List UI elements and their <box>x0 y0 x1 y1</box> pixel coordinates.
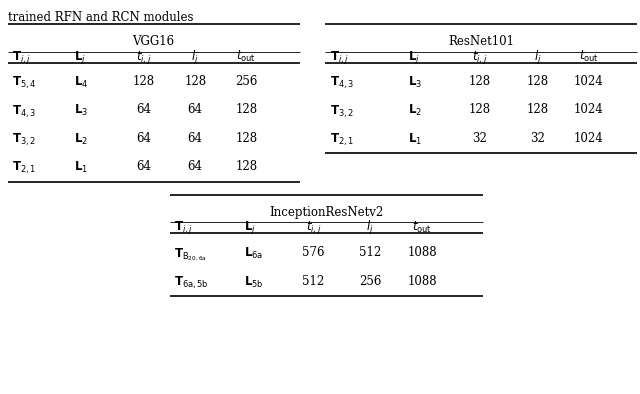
Text: 32: 32 <box>472 132 488 145</box>
Text: $\mathbf{T}_{\mathrm{B_{20,6a}}}$: $\mathbf{T}_{\mathrm{B_{20,6a}}}$ <box>174 246 207 263</box>
Text: $t_\mathrm{out}$: $t_\mathrm{out}$ <box>236 49 257 64</box>
Text: $l_j$: $l_j$ <box>366 219 374 238</box>
Text: 512: 512 <box>359 246 381 259</box>
Text: $\mathbf{L}_2$: $\mathbf{L}_2$ <box>74 132 88 147</box>
Text: 64: 64 <box>188 132 203 145</box>
Text: $\mathbf{T}_{4,3}$: $\mathbf{T}_{4,3}$ <box>330 75 354 91</box>
Text: 128: 128 <box>469 103 491 116</box>
Text: $\mathbf{T}_{4,3}$: $\mathbf{T}_{4,3}$ <box>12 103 36 120</box>
Text: $\mathbf{L}_1$: $\mathbf{L}_1$ <box>74 160 88 175</box>
Text: 1088: 1088 <box>408 275 437 288</box>
Text: 128: 128 <box>236 160 257 173</box>
Text: 1024: 1024 <box>574 103 604 116</box>
Text: $\mathbf{L}_4$: $\mathbf{L}_4$ <box>74 75 88 90</box>
Text: $\mathbf{T}_{i,j}$: $\mathbf{T}_{i,j}$ <box>330 49 349 66</box>
Text: $\mathbf{L}_j$: $\mathbf{L}_j$ <box>74 49 86 66</box>
Text: 64: 64 <box>188 160 203 173</box>
Text: 576: 576 <box>302 246 325 259</box>
Text: $\mathbf{L}_{\mathrm{5b}}$: $\mathbf{L}_{\mathrm{5b}}$ <box>244 275 264 290</box>
Text: $\mathbf{L}_3$: $\mathbf{L}_3$ <box>74 103 88 118</box>
Text: $\mathbf{L}_3$: $\mathbf{L}_3$ <box>408 75 422 90</box>
Text: $\mathbf{L}_j$: $\mathbf{L}_j$ <box>244 219 257 236</box>
Text: 1088: 1088 <box>408 246 437 259</box>
Text: $\mathbf{L}_j$: $\mathbf{L}_j$ <box>408 49 420 66</box>
Text: 1024: 1024 <box>574 75 604 88</box>
Text: 128: 128 <box>133 75 155 88</box>
Text: $l_j$: $l_j$ <box>534 49 541 67</box>
Text: 128: 128 <box>527 103 548 116</box>
Text: InceptionResNetv2: InceptionResNetv2 <box>269 206 383 219</box>
Text: $\mathbf{T}_{2,1}$: $\mathbf{T}_{2,1}$ <box>12 160 36 177</box>
Text: 64: 64 <box>188 103 203 116</box>
Text: 64: 64 <box>136 160 152 173</box>
Text: 128: 128 <box>236 103 257 116</box>
Text: 128: 128 <box>236 132 257 145</box>
Text: 128: 128 <box>184 75 206 88</box>
Text: 32: 32 <box>530 132 545 145</box>
Text: $t_{i,j}$: $t_{i,j}$ <box>136 49 152 66</box>
Text: 128: 128 <box>527 75 548 88</box>
Text: 512: 512 <box>303 275 324 288</box>
Text: $\mathbf{T}_{i,j}$: $\mathbf{T}_{i,j}$ <box>12 49 31 66</box>
Text: $\mathbf{L}_2$: $\mathbf{L}_2$ <box>408 103 422 118</box>
Text: $t_{i,j}$: $t_{i,j}$ <box>472 49 488 66</box>
Text: $l_j$: $l_j$ <box>191 49 199 67</box>
Text: $t_{i,j}$: $t_{i,j}$ <box>306 219 321 236</box>
Text: 128: 128 <box>469 75 491 88</box>
Text: $\mathbf{T}_{\mathrm{6a,5b}}$: $\mathbf{T}_{\mathrm{6a,5b}}$ <box>174 275 209 291</box>
Text: $\mathbf{T}_{i,j}$: $\mathbf{T}_{i,j}$ <box>174 219 193 236</box>
Text: $\mathbf{T}_{3,2}$: $\mathbf{T}_{3,2}$ <box>12 132 36 148</box>
Text: VGG16: VGG16 <box>132 35 175 48</box>
Text: ResNet101: ResNet101 <box>448 35 514 48</box>
Text: trained RFN and RCN modules: trained RFN and RCN modules <box>8 11 193 24</box>
Text: 256: 256 <box>236 75 257 88</box>
Text: $t_\mathrm{out}$: $t_\mathrm{out}$ <box>579 49 599 64</box>
Text: 64: 64 <box>136 132 152 145</box>
Text: $\mathbf{T}_{2,1}$: $\mathbf{T}_{2,1}$ <box>330 132 354 148</box>
Text: $\mathbf{T}_{3,2}$: $\mathbf{T}_{3,2}$ <box>330 103 354 120</box>
Text: 1024: 1024 <box>574 132 604 145</box>
Text: 256: 256 <box>359 275 381 288</box>
Text: $\mathbf{L}_1$: $\mathbf{L}_1$ <box>408 132 422 147</box>
Text: $\mathbf{T}_{5,4}$: $\mathbf{T}_{5,4}$ <box>12 75 36 91</box>
Text: $t_\mathrm{out}$: $t_\mathrm{out}$ <box>412 219 433 234</box>
Text: $\mathbf{L}_{\mathrm{6a}}$: $\mathbf{L}_{\mathrm{6a}}$ <box>244 246 264 261</box>
Text: 64: 64 <box>136 103 152 116</box>
